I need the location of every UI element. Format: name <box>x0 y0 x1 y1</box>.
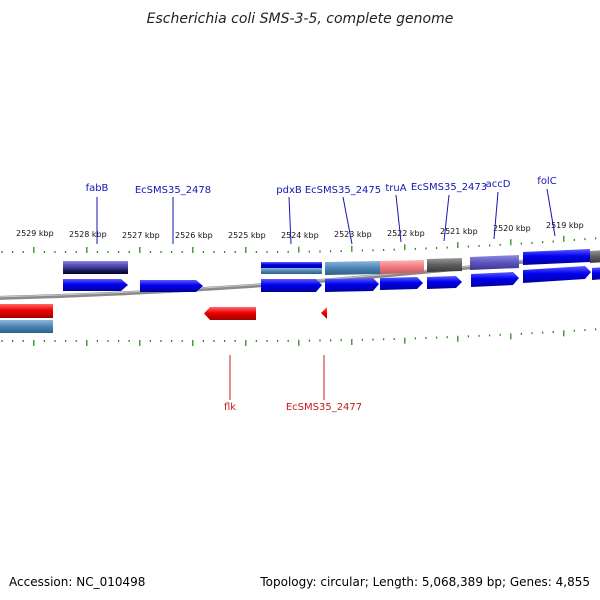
cds-arrow-EcSMS35_2473[interactable] <box>427 276 462 289</box>
kbp-label: 2520 kbp <box>493 224 531 233</box>
kbp-label: 2526 kbp <box>175 231 213 240</box>
gene-label-fabB[interactable]: fabB <box>86 183 109 194</box>
cds-arrow-truA[interactable] <box>380 277 423 290</box>
cds-arrow-EcSMS35_2475[interactable] <box>325 278 379 292</box>
kbp-label: 2525 kbp <box>228 231 266 240</box>
gene-label-flk[interactable]: flk <box>224 402 236 413</box>
accession-text: Accession: NC_010498 <box>9 575 145 589</box>
feature-bar <box>325 261 380 275</box>
cds-arrow-accD[interactable] <box>471 272 519 287</box>
feature-bar <box>470 255 519 270</box>
cds-arrow-partial[interactable] <box>592 267 600 280</box>
kbp-label: 2524 kbp <box>281 231 319 240</box>
cds-arrow-EcSMS35_2477[interactable] <box>321 307 327 319</box>
reverse-strand-cds <box>0 304 327 333</box>
kbp-label: 2527 kbp <box>122 231 160 240</box>
map-title: Escherichia coli SMS-3-5, complete genom… <box>147 11 454 27</box>
gene-label-accD[interactable]: accD <box>486 179 511 190</box>
feature-bar <box>0 320 53 333</box>
gene-label-EcSMS35_2477[interactable]: EcSMS35_2477 <box>286 402 362 413</box>
feature-bar <box>590 250 600 263</box>
gene-label-EcSMS35_2473[interactable]: EcSMS35_2473 <box>411 182 487 193</box>
forward-strand-cds <box>63 249 600 292</box>
feature-bar <box>261 268 322 274</box>
feature-bar <box>380 260 424 274</box>
feature-bar <box>261 262 322 268</box>
reverse-gene-labels: flk EcSMS35_2477 <box>224 355 362 413</box>
scale-ticks <box>1 235 597 346</box>
kbp-label: 2523 kbp <box>334 230 372 239</box>
kbp-label: 2529 kbp <box>16 229 54 238</box>
cds-arrow-partial[interactable] <box>0 304 53 318</box>
kbp-scale: 2529 kbp 2528 kbp 2527 kbp 2526 kbp 2525… <box>16 221 584 240</box>
cds-arrow-fabB[interactable] <box>63 279 128 291</box>
feature-ring <box>63 250 600 275</box>
kbp-label: 2522 kbp <box>387 229 425 238</box>
gene-label-EcSMS35_2475[interactable]: EcSMS35_2475 <box>305 185 381 196</box>
feature-bar <box>427 258 462 272</box>
kbp-label: 2519 kbp <box>546 221 584 230</box>
cds-arrow-pdxB[interactable] <box>261 279 322 292</box>
gene-label-pdxB[interactable]: pdxB <box>276 185 302 196</box>
gene-label-folC[interactable]: folC <box>537 176 556 187</box>
cds-arrow-partial[interactable] <box>523 249 590 265</box>
topology-summary: Topology: circular; Length: 5,068,389 bp… <box>259 575 590 589</box>
gene-label-truA[interactable]: truA <box>385 183 406 194</box>
cds-arrow-flk[interactable] <box>204 307 256 320</box>
cds-arrow-folC[interactable] <box>523 266 591 283</box>
kbp-label: 2521 kbp <box>440 227 478 236</box>
forward-gene-labels: fabB EcSMS35_2478 pdxB EcSMS35_2475 truA… <box>86 176 557 245</box>
kbp-label: 2528 kbp <box>69 230 107 239</box>
gene-label-EcSMS35_2478[interactable]: EcSMS35_2478 <box>135 185 211 196</box>
feature-bar <box>63 268 128 274</box>
cds-arrow-EcSMS35_2478[interactable] <box>140 280 203 292</box>
feature-bar <box>63 261 128 268</box>
